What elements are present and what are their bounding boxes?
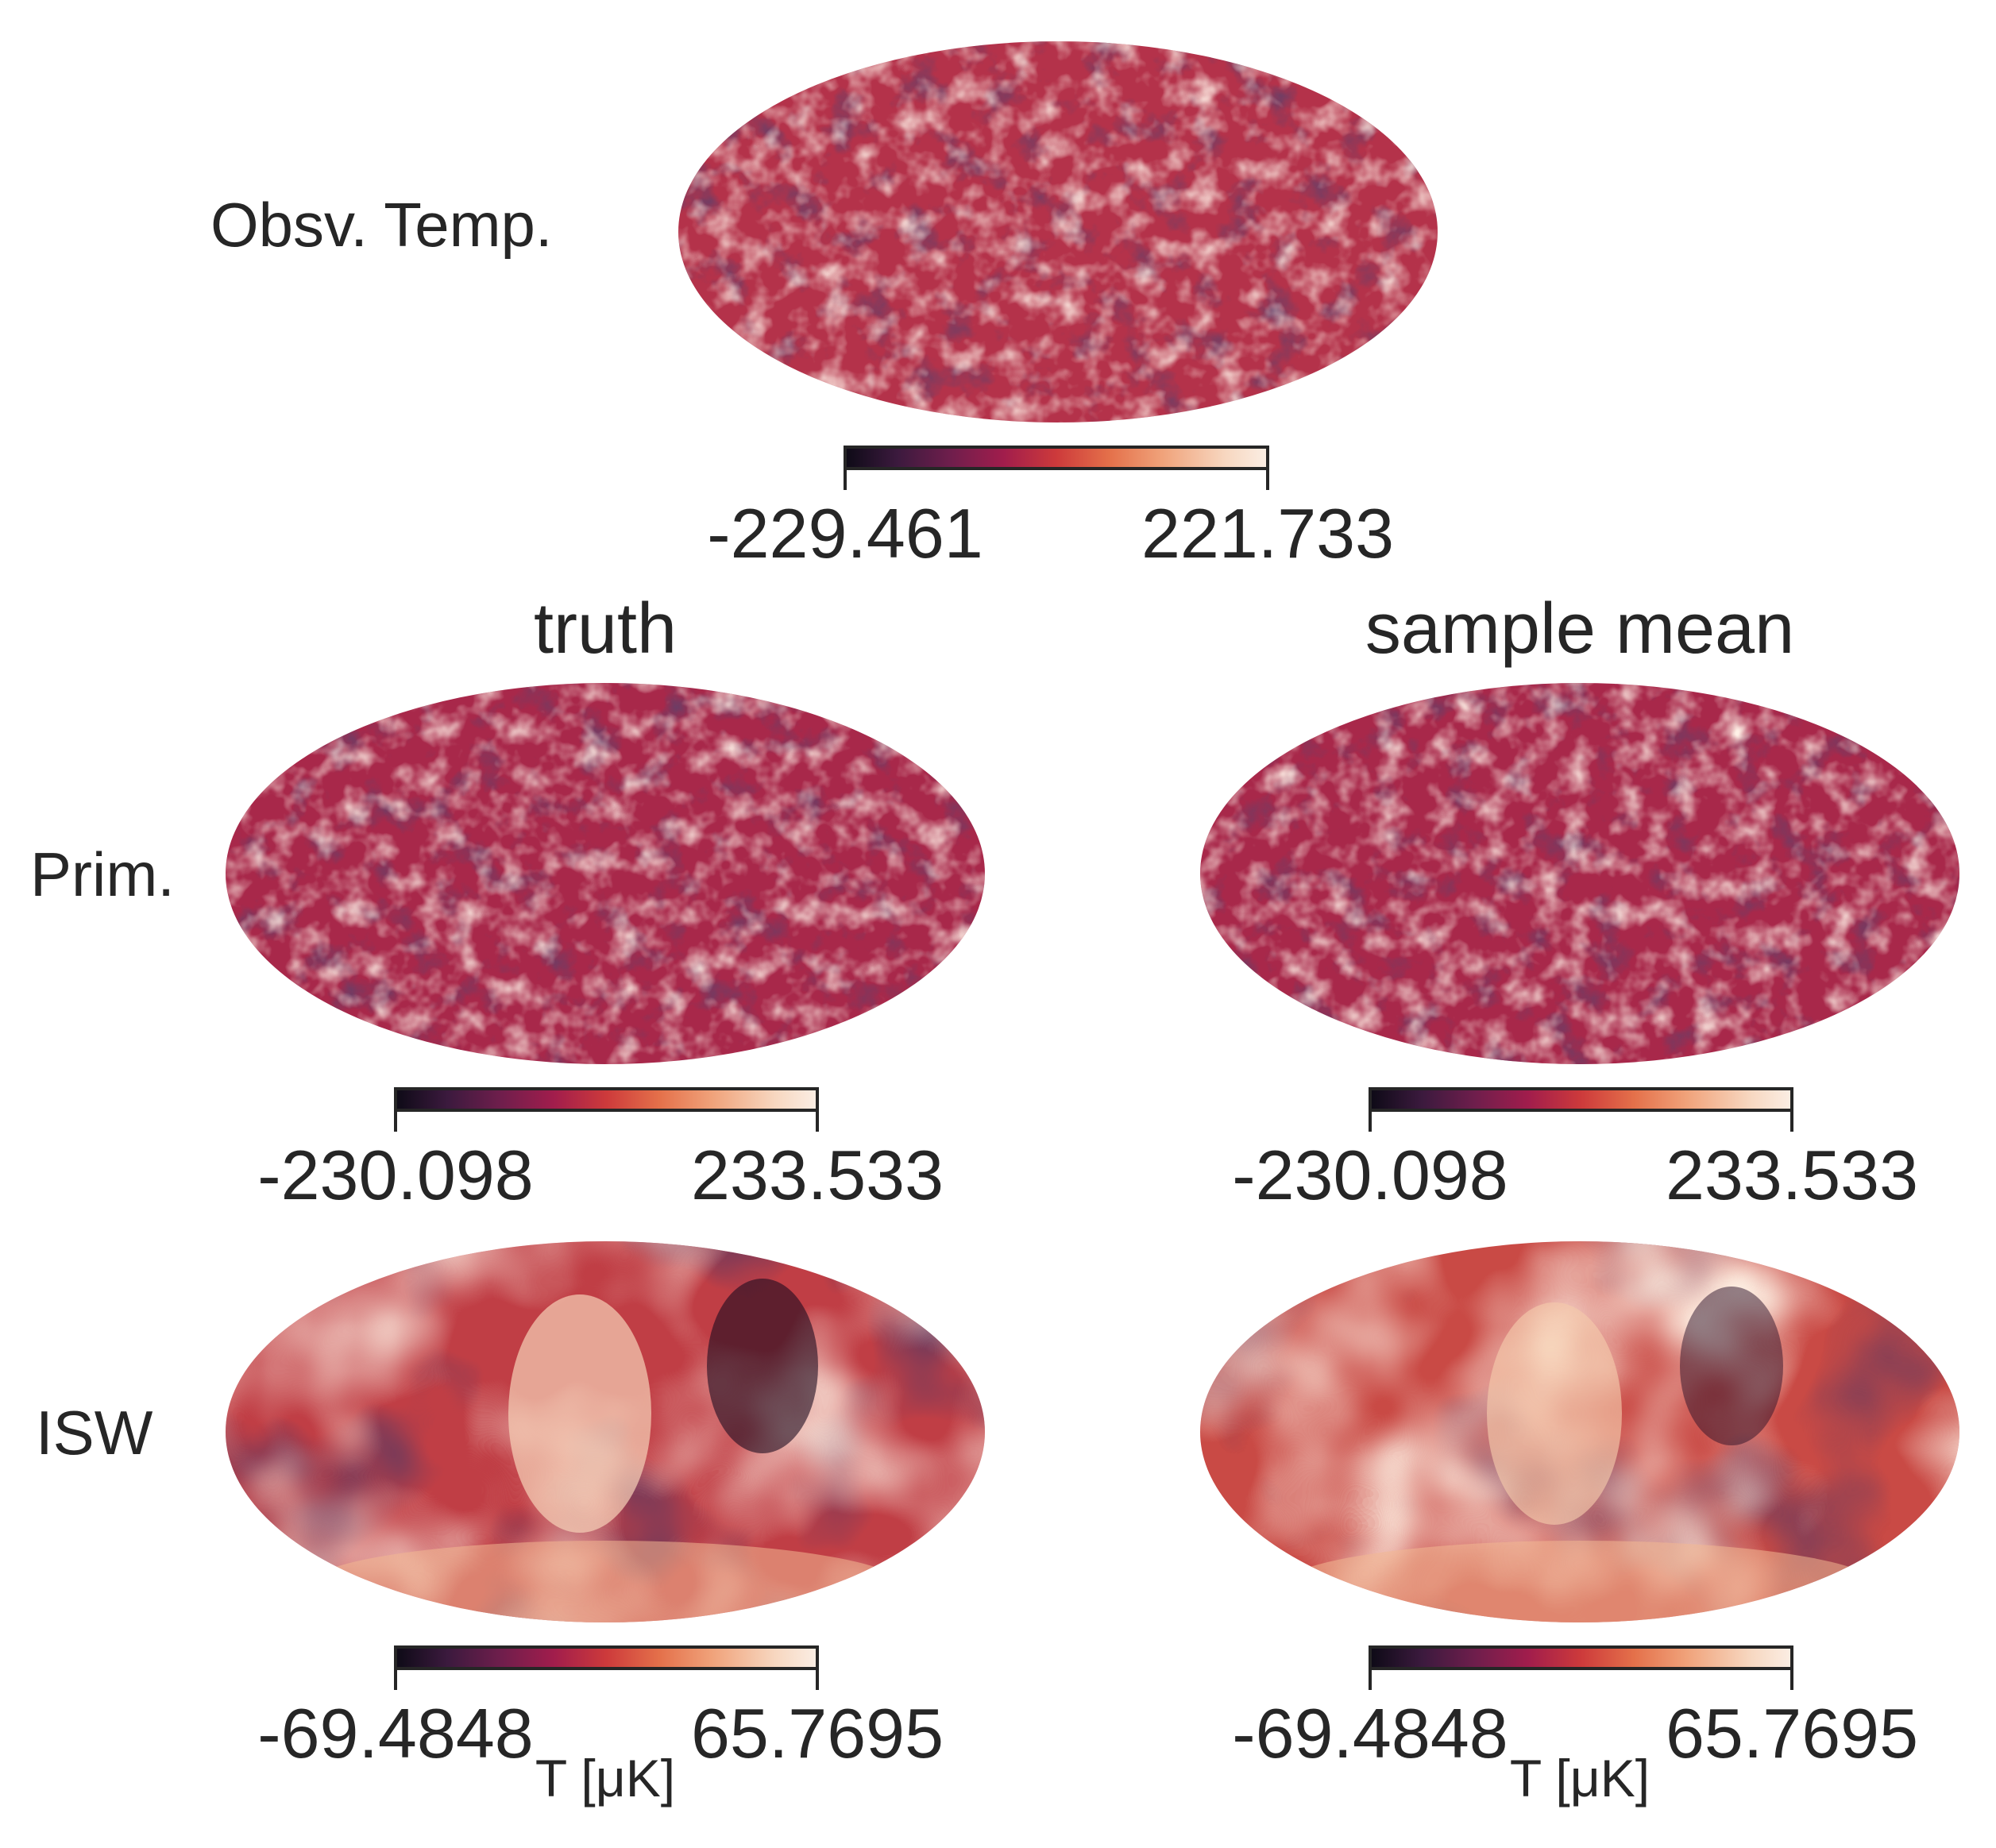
colorbar-isw-mean: -69.4848 65.7695 T [μK]	[1232, 1645, 1918, 1807]
colorbar-isw-truth-max: 65.7695	[691, 1694, 944, 1773]
colorbar-prim-mean-max: 233.533	[1666, 1136, 1918, 1214]
map-isw-truth	[226, 1241, 985, 1622]
colorbar-isw-truth: -69.4848 65.7695 T [μK]	[257, 1645, 944, 1807]
colorbar-prim-truth-max: 233.533	[691, 1136, 944, 1214]
colorbar-isw-mean-unit: T [μK]	[1510, 1749, 1650, 1807]
colorbar-prim-mean-min: -230.098	[1232, 1136, 1508, 1214]
row-label-primordial: Prim.	[30, 839, 175, 909]
row-label-observed: Obsv. Temp.	[210, 190, 553, 260]
colorbar-prim-mean: -230.098 233.533	[1232, 1087, 1918, 1214]
colorbar-observed-max: 221.733	[1141, 494, 1394, 573]
map-isw-sample-mean	[1200, 1241, 1959, 1622]
column-title-sample-mean: sample mean	[1365, 589, 1794, 669]
row-label-isw: ISW	[36, 1398, 153, 1468]
colorbar-prim-truth: -230.098 233.533	[257, 1087, 944, 1214]
colorbar-prim-truth-min: -230.098	[257, 1136, 533, 1214]
colorbar-observed-min: -229.461	[707, 494, 983, 573]
map-primordial-sample-mean	[1200, 683, 1959, 1064]
colorbar-isw-truth-unit: T [μK]	[535, 1749, 675, 1807]
map-primordial-truth	[226, 683, 985, 1064]
colorbar-isw-truth-min: -69.4848	[257, 1694, 533, 1773]
column-title-truth: truth	[534, 589, 677, 669]
colorbar-isw-mean-min: -69.4848	[1232, 1694, 1508, 1773]
map-observed-temperature	[678, 41, 1438, 422]
colorbar-observed: -229.461 221.733	[707, 446, 1394, 573]
colorbar-isw-mean-max: 65.7695	[1666, 1694, 1918, 1773]
